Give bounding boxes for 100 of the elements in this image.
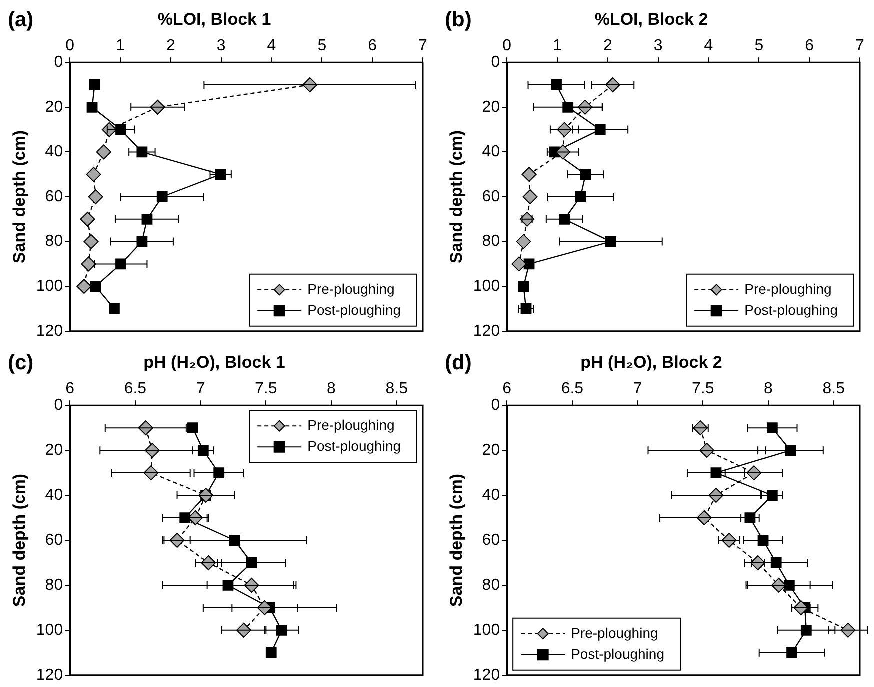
- chart-title: pH (H₂O), Block 1: [144, 352, 286, 372]
- chart-title: %LOI, Block 2: [594, 10, 708, 29]
- point: [520, 212, 535, 227]
- x-tick-label: 2: [603, 37, 612, 54]
- y-tick-label: 40: [45, 486, 64, 504]
- y-axis-title: Sand depth (cm): [10, 474, 29, 608]
- point: [76, 279, 92, 294]
- point: [522, 190, 538, 204]
- y-tick-label: 100: [473, 278, 500, 296]
- y-tick-label: 20: [45, 442, 64, 459]
- y-tick-label: 20: [482, 98, 500, 116]
- y-tick-label: 60: [45, 532, 64, 549]
- x-tick-label: 8.5: [386, 380, 408, 398]
- x-tick-label: 5: [754, 37, 764, 54]
- legend-label: Pre-ploughing: [571, 624, 658, 641]
- x-tick-label: 8: [764, 380, 774, 398]
- chart-title: %LOI, Block 1: [158, 10, 272, 29]
- point: [750, 555, 766, 570]
- y-tick-label: 80: [45, 233, 64, 250]
- y-tick-label: 0: [491, 54, 500, 72]
- y-tick-label: 100: [36, 622, 64, 639]
- y-tick-label: 0: [491, 397, 500, 414]
- y-tick-label: 80: [45, 576, 64, 594]
- x-tick-label: 6.5: [124, 380, 147, 398]
- point: [766, 490, 778, 501]
- x-tick-label: 1: [116, 37, 126, 54]
- point: [786, 647, 798, 658]
- chart-title: pH (H₂O), Block 2: [580, 352, 722, 372]
- y-tick-label: 100: [473, 622, 500, 639]
- x-tick-label: 6: [368, 37, 378, 54]
- y-axis-title: Sand depth (cm): [10, 130, 29, 264]
- legend-label: Pre-ploughing: [308, 280, 395, 297]
- legend-label: Post-ploughing: [744, 302, 838, 318]
- x-tick-label: 3: [216, 37, 226, 54]
- x-tick-label: 6: [66, 380, 75, 398]
- x-tick-label: 4: [267, 37, 276, 54]
- point: [188, 422, 198, 434]
- point: [96, 144, 112, 160]
- point: [109, 304, 120, 314]
- text: (b): [445, 8, 472, 32]
- point: [512, 256, 527, 272]
- point: [214, 468, 225, 478]
- legend-label: Pre-ploughing: [308, 416, 395, 433]
- x-tick-label: 8: [327, 380, 336, 398]
- legend-label: Post-ploughing: [571, 646, 664, 662]
- x-tick-label: 7.5: [692, 380, 714, 398]
- text: (a): [8, 8, 34, 32]
- y-tick-label: 120: [473, 322, 500, 340]
- y-tick-label: 120: [36, 322, 64, 340]
- point: [81, 256, 96, 272]
- y-tick-label: 0: [54, 54, 64, 72]
- x-tick-label: 4: [704, 37, 714, 54]
- point: [770, 558, 782, 568]
- point: [766, 422, 778, 434]
- y-tick-label: 40: [45, 144, 64, 161]
- x-tick-label: 7: [418, 37, 428, 54]
- x-tick-label: 7: [196, 380, 206, 398]
- point: [86, 102, 98, 113]
- x-tick-label: 3: [654, 37, 663, 54]
- x-tick-label: 6: [502, 380, 512, 398]
- point: [276, 624, 288, 636]
- x-tick-label: 0: [66, 37, 75, 54]
- point: [86, 167, 102, 182]
- point: [522, 167, 537, 182]
- y-tick-label: 120: [473, 666, 500, 684]
- point: [518, 281, 530, 292]
- x-tick-label: 6.5: [561, 380, 584, 398]
- y-tick-label: 60: [482, 532, 500, 549]
- point: [88, 190, 104, 204]
- y-tick-label: 60: [45, 188, 64, 206]
- legend-label: Pre-ploughing: [744, 280, 832, 297]
- x-tick-label: 0: [502, 37, 512, 54]
- point: [80, 212, 96, 227]
- legend-label: Post-ploughing: [308, 302, 402, 318]
- y-tick-label: 80: [482, 576, 500, 594]
- point: [89, 80, 100, 90]
- point: [90, 281, 102, 292]
- y-tick-label: 40: [482, 144, 500, 161]
- x-tick-label: 7: [856, 37, 865, 54]
- point: [156, 192, 168, 202]
- point: [215, 169, 226, 180]
- text: (d): [445, 351, 472, 374]
- y-tick-label: 40: [482, 486, 500, 504]
- x-tick-label: 1: [553, 37, 562, 54]
- y-axis-title: Sand depth (cm): [446, 130, 466, 264]
- y-tick-label: 120: [36, 666, 64, 684]
- point: [516, 234, 532, 250]
- y-axis-title: Sand depth (cm): [446, 474, 466, 608]
- x-tick-label: 5: [318, 37, 327, 54]
- point: [84, 234, 99, 250]
- x-tick-label: 8.5: [822, 380, 846, 398]
- y-tick-label: 20: [45, 98, 64, 116]
- text: (c): [8, 351, 34, 374]
- x-tick-label: 7: [633, 380, 642, 398]
- y-tick-label: 100: [36, 278, 64, 296]
- x-tick-label: 7.5: [255, 380, 278, 398]
- x-tick-label: 2: [166, 37, 176, 54]
- y-tick-label: 80: [482, 233, 500, 250]
- y-tick-label: 0: [54, 397, 64, 414]
- y-tick-label: 60: [482, 188, 500, 206]
